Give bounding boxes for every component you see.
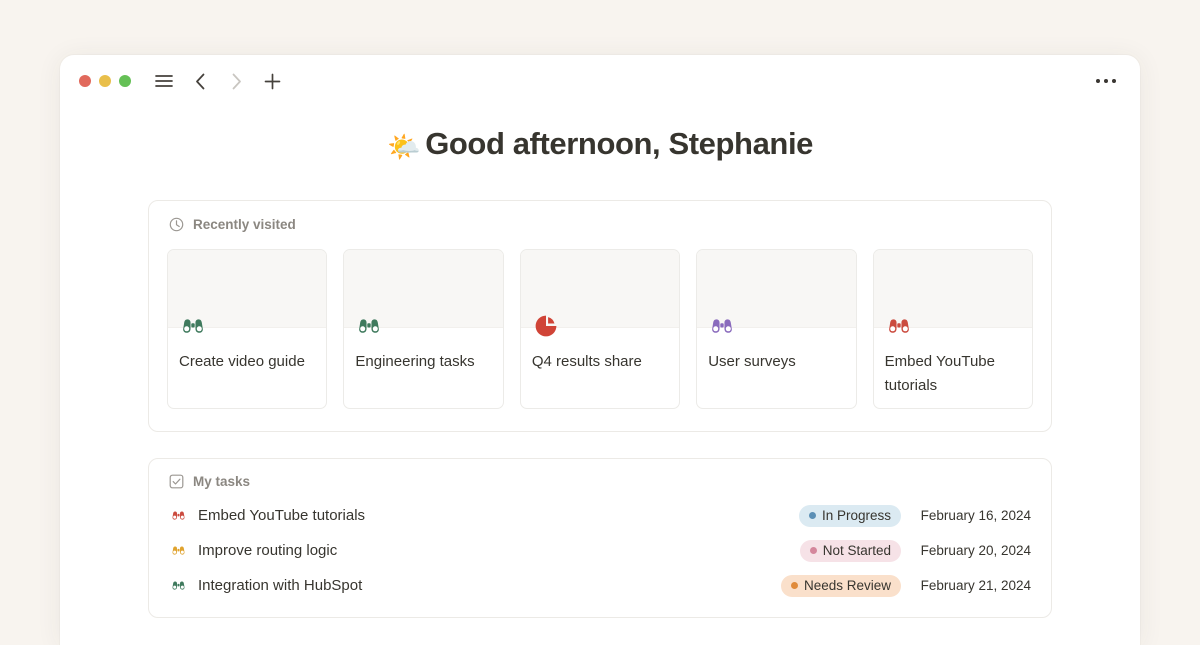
recently-visited-label: Recently visited — [193, 217, 296, 233]
card-body: Engineering tasks — [344, 319, 502, 408]
page-title: 🌤️ Good afternoon, Stephanie — [60, 125, 1140, 163]
table-row[interactable]: Embed YouTube tutorials In Progress Febr… — [167, 498, 1033, 533]
binoculars-icon — [170, 577, 187, 594]
recently-visited-cards: Create video guide — [167, 249, 1034, 410]
table-row[interactable]: Improve routing logic Not Started Februa… — [167, 533, 1033, 568]
new-page-plus-icon[interactable] — [262, 71, 282, 91]
card-thumbnail — [168, 250, 327, 329]
card-thumbnail — [520, 250, 680, 329]
status-dot-icon — [790, 582, 798, 590]
binoculars-icon — [885, 312, 913, 340]
back-chevron-icon[interactable] — [190, 71, 210, 91]
recently-visited-panel: Recently visited Create — [148, 200, 1052, 433]
table-row[interactable]: Integration with HubSpot Needs Review Fe… — [167, 568, 1033, 603]
recent-card[interactable]: Q4 results share — [519, 249, 681, 410]
card-title: Engineering tasks — [355, 353, 475, 371]
forward-chevron-icon[interactable] — [226, 71, 246, 91]
hamburger-menu-icon[interactable] — [154, 71, 174, 91]
navigation-controls — [154, 71, 282, 91]
greeting-text: Good afternoon, Stephanie — [425, 126, 814, 161]
status-label: Needs Review — [803, 578, 891, 594]
my-tasks-panel: My tasks Embed YouTube tutorials — [148, 458, 1052, 619]
status-badge[interactable]: Not Started — [799, 539, 901, 562]
status-label: Not Started — [822, 543, 891, 559]
more-options-icon[interactable] — [1094, 73, 1118, 89]
pie-chart-icon — [532, 312, 560, 340]
status-dot-icon — [809, 547, 817, 555]
checkbox-checked-icon — [169, 474, 184, 489]
traffic-lights — [79, 75, 131, 87]
task-date: February 20, 2024 — [920, 543, 1031, 559]
recently-visited-header: Recently visited — [167, 217, 1033, 232]
recent-card[interactable]: Create video guide — [167, 249, 328, 410]
binoculars-icon — [179, 312, 207, 340]
status-badge[interactable]: Needs Review — [780, 574, 901, 597]
weather-emoji: 🌤️ — [386, 132, 421, 162]
card-thumbnail — [873, 250, 1033, 329]
maximize-window-button[interactable] — [119, 75, 131, 87]
task-date: February 16, 2024 — [920, 508, 1031, 524]
card-body: Q4 results share — [521, 315, 679, 408]
binoculars-icon — [170, 542, 187, 559]
card-thumbnail — [344, 250, 503, 329]
task-title: Embed YouTube tutorials — [198, 507, 366, 525]
recent-card[interactable]: User surveys — [696, 249, 857, 410]
task-title: Improve routing logic — [198, 542, 338, 560]
my-tasks-label: My tasks — [193, 474, 251, 490]
my-tasks-header: My tasks — [167, 474, 1033, 489]
status-badge[interactable]: In Progress — [798, 504, 901, 527]
app-window: 🌤️ Good afternoon, Stephanie Recently vis… — [60, 55, 1140, 645]
card-body: Create video guide — [168, 319, 326, 408]
card-title: User surveys — [708, 353, 796, 371]
task-title: Integration with HubSpot — [198, 577, 363, 595]
card-body: User surveys — [697, 319, 855, 408]
binoculars-icon — [170, 507, 187, 524]
recent-card[interactable]: Embed YouTube tutorials — [872, 249, 1034, 410]
card-body: Embed YouTube tutorials — [874, 319, 1032, 408]
recent-card[interactable]: Engineering tasks — [343, 249, 504, 410]
card-title: Create video guide — [179, 353, 305, 371]
title-bar — [60, 55, 1140, 107]
binoculars-icon — [708, 312, 736, 340]
task-list: Embed YouTube tutorials In Progress Febr… — [167, 498, 1033, 603]
card-title: Embed YouTube tutorials — [884, 353, 995, 394]
binoculars-icon — [355, 312, 383, 340]
minimize-window-button[interactable] — [99, 75, 111, 87]
close-window-button[interactable] — [79, 75, 91, 87]
card-title: Q4 results share — [531, 353, 642, 371]
clock-icon — [169, 217, 184, 232]
status-label: In Progress — [821, 508, 891, 524]
status-dot-icon — [808, 512, 816, 520]
task-date: February 21, 2024 — [920, 578, 1031, 594]
card-thumbnail — [697, 250, 856, 329]
